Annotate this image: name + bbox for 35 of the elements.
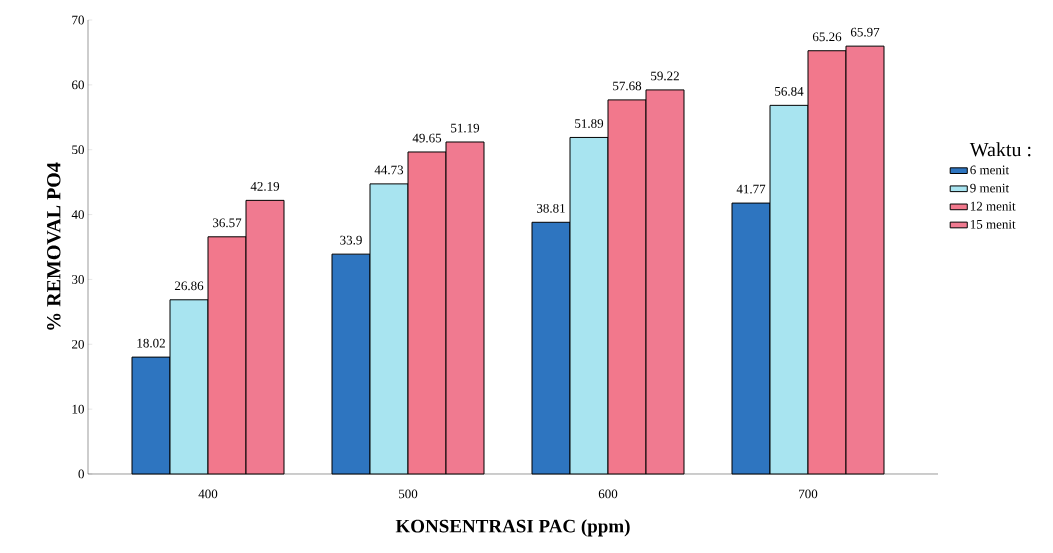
x-tick-label: 600 bbox=[598, 489, 618, 499]
data-label: 26.86 bbox=[174, 281, 204, 291]
data-label: 49.65 bbox=[412, 133, 442, 143]
data-label: 18.02 bbox=[137, 338, 165, 348]
legend-label: 12 menit bbox=[970, 201, 1016, 211]
data-label: 65.26 bbox=[812, 32, 842, 42]
data-label: 65.97 bbox=[850, 27, 880, 37]
y-tick-label: 70 bbox=[72, 15, 84, 25]
y-tick-label: 30 bbox=[72, 275, 84, 284]
y-tick-label: 0 bbox=[78, 469, 84, 479]
data-label: 33.9 bbox=[340, 235, 362, 245]
data-label: 51.19 bbox=[451, 123, 480, 133]
data-label: 59.22 bbox=[651, 71, 679, 81]
legend-label: 9 menit bbox=[970, 183, 1010, 193]
data-label: 51.89 bbox=[575, 119, 604, 128]
legend-title: Waktu : bbox=[969, 142, 1031, 157]
data-label: 38.81 bbox=[537, 203, 565, 213]
data-label: 42.19 bbox=[250, 182, 280, 191]
y-tick-label: 10 bbox=[72, 404, 84, 414]
data-label: 57.68 bbox=[613, 81, 642, 91]
y-tick-label: 60 bbox=[72, 80, 84, 90]
x-axis-title: KONSENTRASI PAC (ppm) bbox=[395, 519, 630, 537]
legend-label: 15 menit bbox=[970, 219, 1016, 229]
data-label: 41.77 bbox=[736, 184, 766, 194]
legend-label: 6 menit bbox=[970, 165, 1010, 175]
y-tick-label: 20 bbox=[72, 339, 84, 349]
data-label: 44.73 bbox=[374, 165, 404, 175]
y-axis-title: % REMOVAL PO4 bbox=[47, 162, 61, 330]
x-tick-label: 400 bbox=[198, 489, 218, 499]
data-label: 56.84 bbox=[775, 86, 804, 96]
x-tick-label: 700 bbox=[799, 489, 818, 499]
data-label: 36.57 bbox=[213, 218, 242, 228]
y-tick-label: 40 bbox=[71, 210, 84, 219]
x-tick-label: 500 bbox=[399, 489, 418, 499]
y-tick-label: 50 bbox=[72, 145, 84, 155]
